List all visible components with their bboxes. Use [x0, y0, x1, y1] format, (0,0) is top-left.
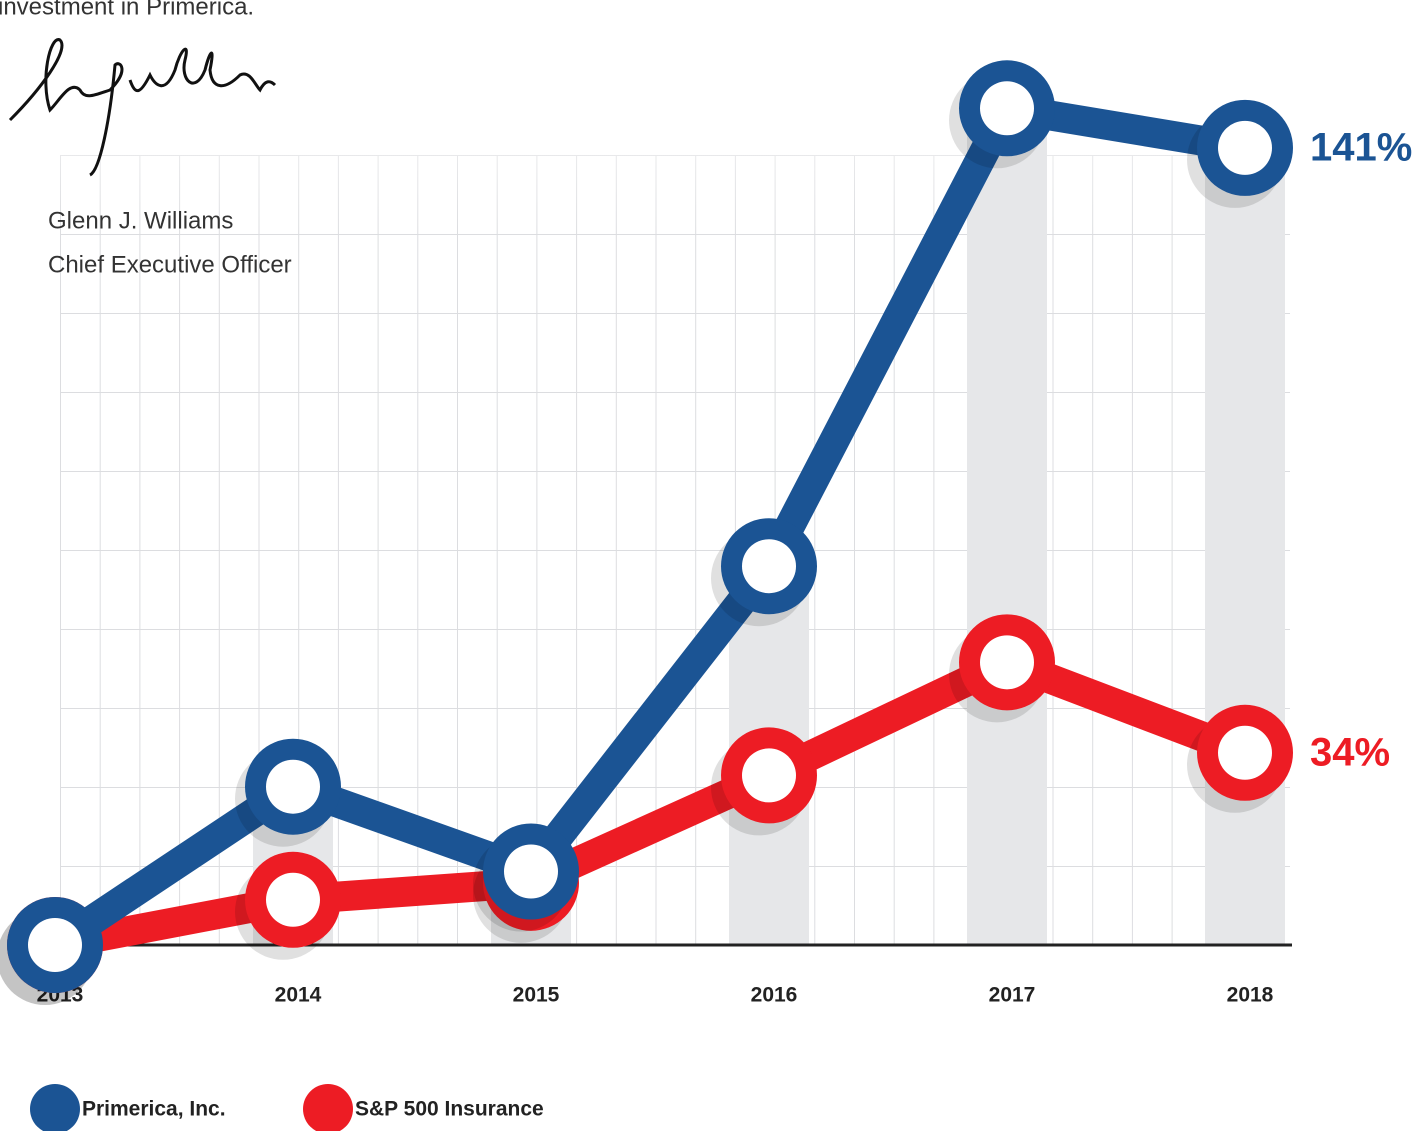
x-tick-label: 2014	[275, 984, 322, 1007]
x-tick-label: 2017	[989, 984, 1036, 1007]
point-inner	[266, 872, 320, 927]
column-band	[1205, 147, 1285, 945]
point-inner	[28, 918, 82, 972]
x-tick-label: 2018	[1227, 984, 1274, 1007]
point-inner	[1218, 120, 1272, 175]
signer-role: Chief Executive Officer	[48, 251, 292, 278]
value-label: 141%	[1310, 125, 1412, 169]
legend-swatch	[303, 1084, 353, 1131]
point-inner	[1218, 725, 1272, 780]
point-inner	[504, 844, 558, 899]
x-tick-label: 2016	[751, 984, 798, 1007]
point-inner	[266, 759, 320, 814]
x-tick-label: 2015	[513, 984, 560, 1007]
column-band	[967, 108, 1047, 946]
point-inner	[980, 635, 1034, 690]
value-label: 34%	[1310, 730, 1390, 774]
legend-label: S&P 500 Insurance	[355, 1098, 544, 1121]
point-inner	[742, 748, 796, 803]
signature	[8, 38, 277, 177]
point-inner	[742, 539, 796, 594]
legend-swatch	[30, 1084, 80, 1131]
letter-closing: investment in Primerica.	[0, 0, 254, 20]
legend-label: Primerica, Inc.	[82, 1098, 226, 1121]
signer-name: Glenn J. Williams	[48, 207, 233, 234]
point-inner	[980, 81, 1034, 136]
